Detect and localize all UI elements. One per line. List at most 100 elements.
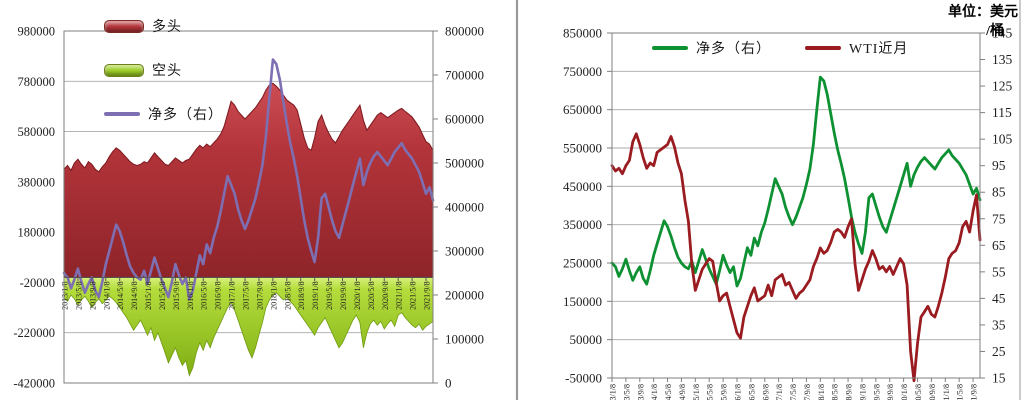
- legend-item-short: 空头: [104, 60, 223, 80]
- x-axis-label: 2020/9/8: [381, 281, 390, 309]
- x-axis-label: 13/1/8: [609, 384, 618, 400]
- legend-item-wti: WTI近月: [805, 38, 908, 58]
- y-axis-right-label: 35: [992, 317, 1006, 332]
- y-axis-left-label: 850000: [563, 26, 602, 41]
- x-axis-label: 2014/9/8: [130, 281, 139, 309]
- y-axis-right-label: 600000: [445, 112, 484, 127]
- y-axis-right-label: 125: [992, 79, 1013, 94]
- x-axis-label: 16/5/8: [747, 384, 756, 400]
- short-area: [63, 277, 434, 377]
- x-axis-label: 17/1/8: [775, 384, 784, 400]
- x-axis-label: 2016/1/8: [186, 281, 195, 309]
- x-axis-label: 13/5/8: [622, 384, 631, 400]
- left-chart-positions: 980000 780000 580000 380000 180000 -20000 -220…: [13, 24, 484, 391]
- x-axis-label: 14/1/8: [650, 384, 659, 400]
- x-axis-label: 14/5/8: [664, 384, 673, 400]
- wti-price-line: [610, 132, 982, 383]
- legend-label: 净多（右）: [148, 108, 223, 123]
- x-axis-label: 2021/9/8: [423, 281, 432, 309]
- x-axis-label: 2014/5/8: [116, 281, 125, 309]
- y-axis-left-label: 750000: [563, 64, 602, 79]
- y-axis-left-label: 180000: [18, 226, 56, 240]
- x-axis-label: 2019/5/8: [325, 281, 334, 309]
- y-axis-left-label: 250000: [563, 256, 602, 271]
- right-chart-net-vs-wti: 850000 750000 650000 550000 450000 350000 2500…: [515, 0, 1021, 400]
- x-axis-label: 18/9/8: [845, 384, 854, 400]
- x-axis-label: 2018/9/8: [297, 281, 306, 309]
- y-axis-right-label: 95: [992, 158, 1006, 173]
- y-axis-left-label: 350000: [563, 217, 602, 232]
- y-axis-left-label: 50000: [570, 332, 603, 347]
- y-axis-right-label: 15: [992, 371, 1006, 386]
- x-axis-label: 2015/1/8: [144, 281, 153, 309]
- right-chart-legend: 净多（右） WTI近月: [652, 38, 908, 58]
- y-axis-right-label: 115: [992, 105, 1012, 120]
- y-axis-right-label: 85: [992, 185, 1006, 200]
- x-axis-label: 21/5/8: [956, 384, 965, 400]
- x-axis-label: 2020/1/8: [353, 281, 362, 309]
- plot-border: [611, 32, 981, 379]
- net-long-line: [62, 58, 435, 301]
- y-axis-left-label: 980000: [18, 25, 56, 39]
- unit-label-line2: /桶: [986, 24, 1004, 39]
- x-axis-label: 2019/9/8: [339, 281, 348, 309]
- x-axis-label: 2013/9/8: [88, 281, 97, 309]
- legend-item-long: 多头: [104, 16, 223, 36]
- x-axis-label: 16/9/8: [761, 384, 770, 400]
- legend-label: 空头: [152, 64, 182, 79]
- y-axis-left-label: 380000: [18, 175, 56, 189]
- wti-line-swatch-icon: [805, 46, 841, 50]
- x-axis-label: 2018/1/8: [269, 281, 278, 309]
- y-axis-right-label: 45: [992, 291, 1006, 306]
- x-axis-label: 17/5/8: [789, 384, 798, 400]
- y-axis-right-label: 800000: [445, 24, 484, 39]
- x-axis-label: 13/9/8: [636, 384, 645, 400]
- x-axis-label: 18/1/8: [817, 384, 826, 400]
- plot-border: [63, 30, 434, 384]
- x-axis-label: 18/5/8: [831, 384, 840, 400]
- legend-label: 净多（右）: [696, 42, 771, 57]
- y-axis-left-label: 450000: [563, 179, 602, 194]
- x-axis-label: 2013/1/8: [61, 281, 70, 309]
- y-axis-left-label: -420000: [13, 377, 55, 391]
- left-chart-legend: 多头 空头 净多（右）: [104, 16, 223, 124]
- y-axis-left-label: 150000: [563, 294, 602, 309]
- unit-label-line1: 单位：美元: [948, 5, 1018, 20]
- x-axis-label: 2021/1/8: [395, 281, 404, 309]
- x-axis-label: 2016/5/8: [200, 281, 209, 309]
- x-axis-label: 2021/5/8: [409, 281, 418, 309]
- y-axis-right-label: 25: [992, 344, 1006, 359]
- y-axis-right-label: 700000: [445, 68, 484, 83]
- x-axis-label: 19/9/8: [886, 384, 895, 400]
- net-line-swatch-icon: [652, 46, 688, 50]
- x-axis-label: 15/1/8: [692, 384, 701, 400]
- x-axis-label: 2017/1/8: [228, 281, 237, 309]
- y-axis-right-label: 300000: [445, 244, 484, 259]
- long-area-swatch-icon: [104, 19, 144, 33]
- x-axis-label: 2015/9/8: [172, 281, 181, 309]
- y-axis-left-label: 580000: [18, 125, 56, 139]
- x-axis-label: 21/1/8: [942, 384, 951, 400]
- x-axis-label: 2013/5/8: [74, 281, 83, 309]
- x-axis-label: 20/9/8: [928, 384, 937, 400]
- y-axis-right-label: 65: [992, 238, 1006, 253]
- x-axis-label: 20/5/8: [914, 384, 923, 400]
- y-axis-left-label: 550000: [563, 141, 602, 156]
- x-axis-label: 2017/9/8: [255, 281, 264, 309]
- legend-label: WTI近月: [849, 42, 909, 57]
- y-axis-right-label: 400000: [445, 200, 484, 215]
- x-axis-label: 2016/9/8: [214, 281, 223, 309]
- y-axis-left-label: -220000: [13, 326, 55, 340]
- net-long-line: [610, 75, 982, 288]
- x-axis-label: 20/1/8: [900, 384, 909, 400]
- y-axis-right-label: 75: [992, 211, 1006, 226]
- y-axis-left-label: 780000: [18, 75, 56, 89]
- x-axis-label: 19/1/8: [858, 384, 867, 400]
- y-axis-left-label: -50000: [565, 371, 602, 386]
- x-axis-label: 15/5/8: [706, 384, 715, 400]
- x-axis-label: 2015/5/8: [158, 281, 167, 309]
- legend-item-netlong-right: 净多（右）: [652, 38, 771, 58]
- x-axis-label: 19/5/8: [872, 384, 881, 400]
- x-axis-label: 15/9/8: [720, 384, 729, 400]
